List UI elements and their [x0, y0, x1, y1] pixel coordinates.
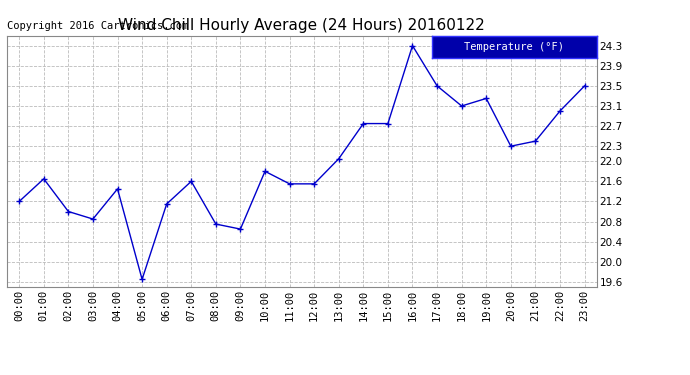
Text: Copyright 2016 Cartronics.com: Copyright 2016 Cartronics.com [7, 21, 188, 31]
Title: Wind Chill Hourly Average (24 Hours) 20160122: Wind Chill Hourly Average (24 Hours) 201… [119, 18, 485, 33]
